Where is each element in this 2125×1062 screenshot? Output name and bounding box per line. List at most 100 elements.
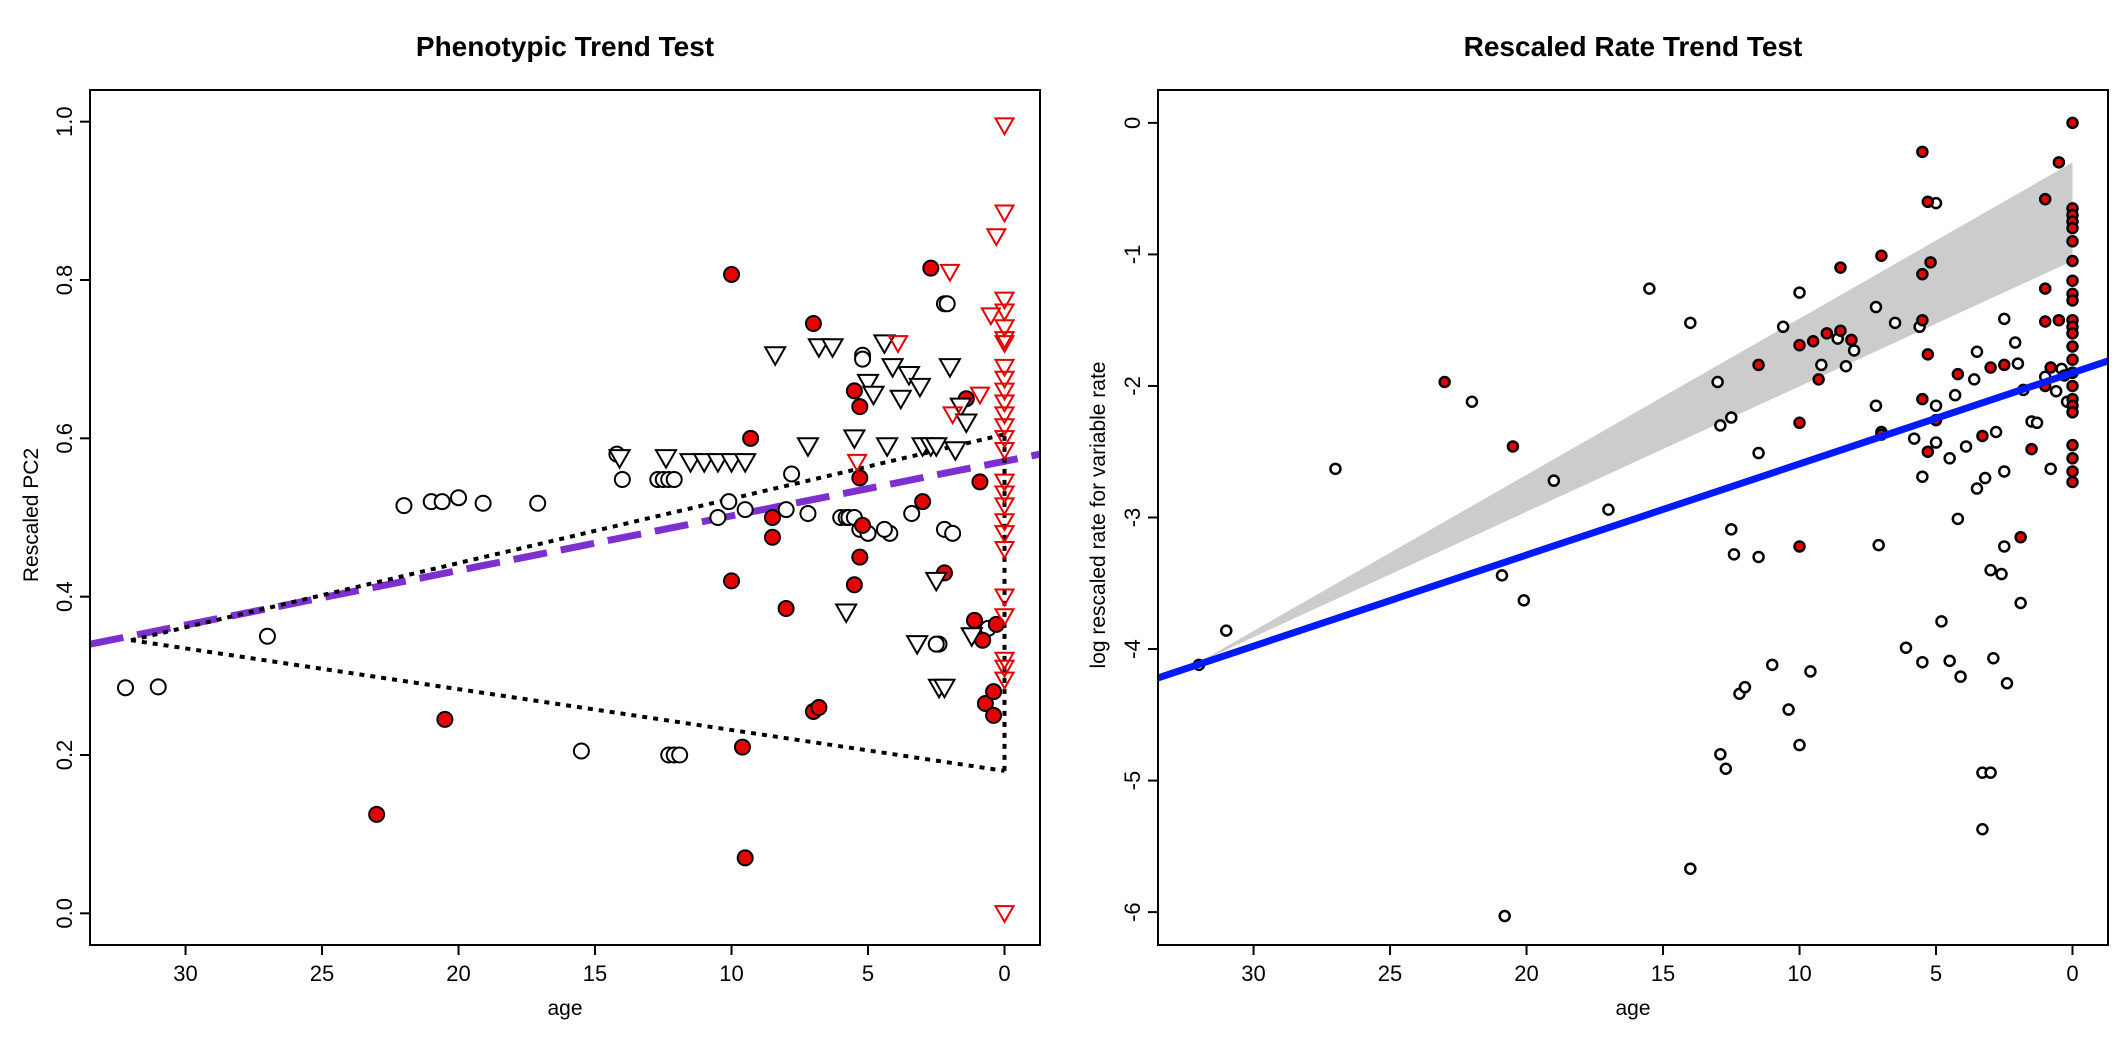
- data-point: [1943, 452, 1956, 465]
- data-point: [1847, 344, 1861, 357]
- data-point: [1951, 512, 1965, 526]
- data-point: [2038, 192, 2052, 206]
- data-point: [889, 389, 913, 411]
- data-point: [665, 471, 683, 488]
- data-point: [2066, 221, 2079, 235]
- trend-line: [89, 450, 1041, 648]
- data-point: [932, 678, 957, 700]
- data-point: [733, 738, 751, 756]
- x-tick-label: 10: [719, 961, 743, 986]
- data-point: [924, 437, 948, 458]
- data-point: [2066, 438, 2079, 452]
- data-point: [993, 905, 1016, 924]
- data-point: [607, 449, 632, 470]
- data-point: [1998, 358, 2011, 372]
- x-tick-label: 20: [446, 961, 470, 986]
- data-point: [1998, 465, 2011, 478]
- data-point: [854, 516, 872, 534]
- data-point: [1684, 862, 1697, 875]
- data-point: [2052, 156, 2066, 169]
- data-point: [993, 319, 1016, 339]
- data-point: [861, 385, 886, 407]
- data-point: [993, 291, 1016, 311]
- data-point: [1806, 334, 1820, 348]
- data-point: [2066, 294, 2079, 307]
- data-point: [993, 204, 1016, 224]
- x-tick-label: 30: [173, 961, 197, 986]
- data-point: [1517, 594, 1531, 607]
- data-point: [851, 398, 869, 416]
- lower-line: [130, 638, 1005, 773]
- data-point: [2066, 327, 2079, 340]
- data-point: [993, 659, 1016, 679]
- data-point: [875, 437, 899, 458]
- data-point: [922, 259, 940, 277]
- plot-area: 30 25 20 15 10 5 0 0.0 0.2 0.4 0.6 0.8 1.0: [52, 89, 1041, 986]
- data-point: [914, 493, 932, 511]
- x-tick-label: 25: [1378, 961, 1402, 986]
- x-axis-label: age: [1615, 997, 1650, 1020]
- data-point: [613, 471, 631, 488]
- data-point: [2011, 357, 2025, 370]
- data-point: [1943, 654, 1956, 668]
- data-point: [1976, 822, 1989, 836]
- y-tick-label: 0: [1120, 117, 1145, 129]
- data-point: [993, 335, 1016, 354]
- chart-title: Phenotypic Trend Test: [416, 31, 714, 62]
- x-tick-label: 20: [1514, 961, 1538, 986]
- data-point: [450, 489, 468, 507]
- x-axis-label: age: [547, 997, 582, 1020]
- data-point: [1875, 249, 1888, 262]
- y-tick-label: 0.4: [52, 581, 77, 612]
- data-point: [1948, 388, 1962, 402]
- data-point: [1929, 436, 1943, 449]
- data-point: [1834, 324, 1847, 337]
- y-axis-label: Rescaled PC2: [20, 448, 43, 582]
- data-point: [903, 505, 921, 523]
- y-tick-label: 1.0: [52, 106, 77, 137]
- data-point: [763, 528, 781, 546]
- data-point: [1921, 348, 1935, 361]
- data-point: [572, 742, 590, 760]
- data-point: [654, 449, 678, 470]
- data-point: [2014, 596, 2027, 610]
- data-point: [1845, 333, 1858, 347]
- data-point: [1995, 567, 2008, 581]
- data-point: [723, 265, 741, 283]
- data-point: [976, 695, 994, 713]
- data-point: [1872, 538, 1885, 552]
- data-point: [1959, 440, 1973, 453]
- y-tick-label: -5: [1120, 771, 1145, 791]
- data-point: [763, 346, 787, 367]
- data-point: [529, 494, 547, 512]
- data-point: [897, 366, 921, 387]
- data-point: [742, 429, 760, 447]
- data-point: [1793, 416, 1806, 430]
- data-point: [1804, 665, 1817, 678]
- data-point: [1834, 261, 1847, 274]
- data-point: [1916, 145, 1929, 159]
- data-point: [993, 588, 1016, 608]
- data-point: [969, 386, 991, 406]
- data-point: [796, 437, 820, 458]
- data-point: [1967, 373, 1981, 386]
- data-point: [1725, 523, 1738, 536]
- data-point: [1643, 282, 1656, 295]
- data-point: [993, 442, 1016, 461]
- data-point: [985, 228, 1008, 248]
- y-tick-label: 0.6: [52, 423, 77, 454]
- data-point: [1782, 703, 1795, 716]
- data-point: [993, 608, 1016, 628]
- data-point: [980, 307, 1002, 327]
- data-point: [2066, 353, 2079, 366]
- data-point: [1752, 550, 1765, 564]
- data-point: [116, 679, 134, 697]
- data-point: [2049, 384, 2063, 398]
- data-point: [736, 849, 754, 867]
- data-point: [887, 335, 909, 354]
- data-point: [1815, 358, 1828, 372]
- chart-title: Rescaled Rate Trend Test: [1464, 31, 1803, 62]
- data-point: [2066, 465, 2079, 478]
- data-point: [1506, 440, 1520, 453]
